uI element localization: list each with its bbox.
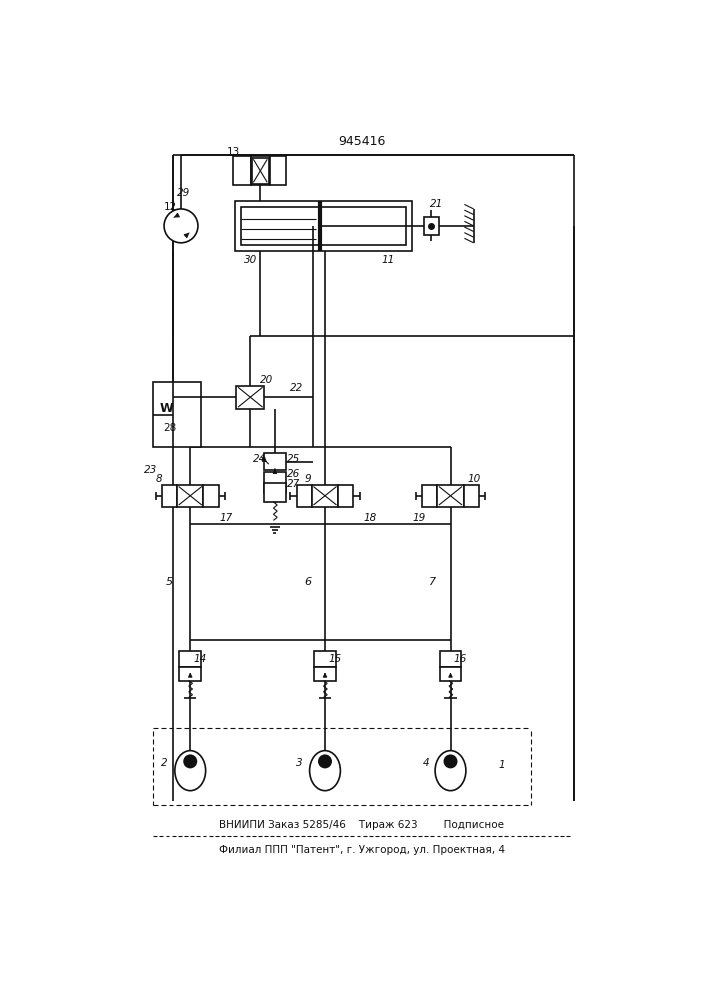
Bar: [252, 158, 269, 184]
Bar: [235, 201, 412, 251]
Bar: [177, 485, 204, 507]
Bar: [204, 485, 218, 507]
Text: 29: 29: [177, 188, 190, 198]
Text: 21: 21: [430, 199, 443, 209]
Bar: [314, 667, 336, 681]
Text: 1: 1: [498, 760, 505, 770]
Circle shape: [184, 755, 197, 768]
Ellipse shape: [310, 751, 340, 791]
Bar: [269, 156, 286, 185]
Circle shape: [444, 755, 457, 768]
Text: 17: 17: [219, 513, 233, 523]
Text: 25: 25: [287, 454, 300, 464]
Text: 23: 23: [144, 465, 157, 475]
Text: 13: 13: [227, 147, 240, 157]
Text: ВНИИПИ Заказ 5285/46    Тираж 623        Подписное: ВНИИПИ Заказ 5285/46 Тираж 623 Подписное: [219, 820, 505, 830]
Text: 18: 18: [363, 513, 377, 523]
Circle shape: [164, 209, 198, 243]
Text: 28: 28: [163, 423, 177, 433]
Bar: [264, 472, 286, 493]
Text: 19: 19: [412, 513, 425, 523]
Text: 11: 11: [381, 255, 395, 265]
Bar: [180, 667, 201, 681]
Bar: [153, 382, 201, 447]
Text: 22: 22: [291, 383, 303, 393]
Text: W: W: [160, 402, 173, 415]
Text: 12: 12: [164, 202, 177, 212]
Bar: [423, 217, 439, 235]
Text: 15: 15: [328, 654, 341, 664]
Bar: [180, 651, 201, 667]
Text: 7: 7: [429, 577, 436, 587]
Text: 14: 14: [193, 654, 206, 664]
Bar: [440, 667, 461, 681]
Bar: [236, 386, 264, 409]
Bar: [338, 485, 354, 507]
Bar: [314, 651, 336, 667]
Text: 945416: 945416: [338, 135, 385, 148]
Bar: [251, 156, 269, 185]
Text: 9: 9: [304, 474, 311, 484]
Text: 3: 3: [296, 758, 303, 768]
Bar: [438, 485, 464, 507]
Bar: [312, 485, 338, 507]
Text: 26: 26: [287, 469, 300, 479]
Text: 2: 2: [161, 758, 168, 768]
Text: 20: 20: [259, 375, 273, 385]
Bar: [422, 485, 438, 507]
Text: Филиал ППП "Патент", г. Ужгород, ул. Проектная, 4: Филиал ППП "Патент", г. Ужгород, ул. Про…: [219, 845, 505, 855]
Bar: [264, 453, 286, 470]
Text: 6: 6: [304, 577, 311, 587]
Bar: [162, 485, 177, 507]
Text: 5: 5: [165, 577, 173, 587]
Text: 4: 4: [423, 758, 429, 768]
Ellipse shape: [175, 751, 206, 791]
Text: 24: 24: [253, 454, 267, 464]
Bar: [241, 207, 406, 245]
Bar: [296, 485, 312, 507]
Circle shape: [319, 755, 331, 768]
Ellipse shape: [435, 751, 466, 791]
Text: 30: 30: [244, 255, 257, 265]
Text: 27: 27: [287, 479, 300, 489]
Text: 10: 10: [467, 474, 481, 484]
Text: 8: 8: [156, 474, 162, 484]
Bar: [464, 485, 479, 507]
Text: 16: 16: [454, 654, 467, 664]
Bar: [233, 156, 251, 185]
Bar: [264, 483, 286, 502]
Bar: [440, 651, 461, 667]
